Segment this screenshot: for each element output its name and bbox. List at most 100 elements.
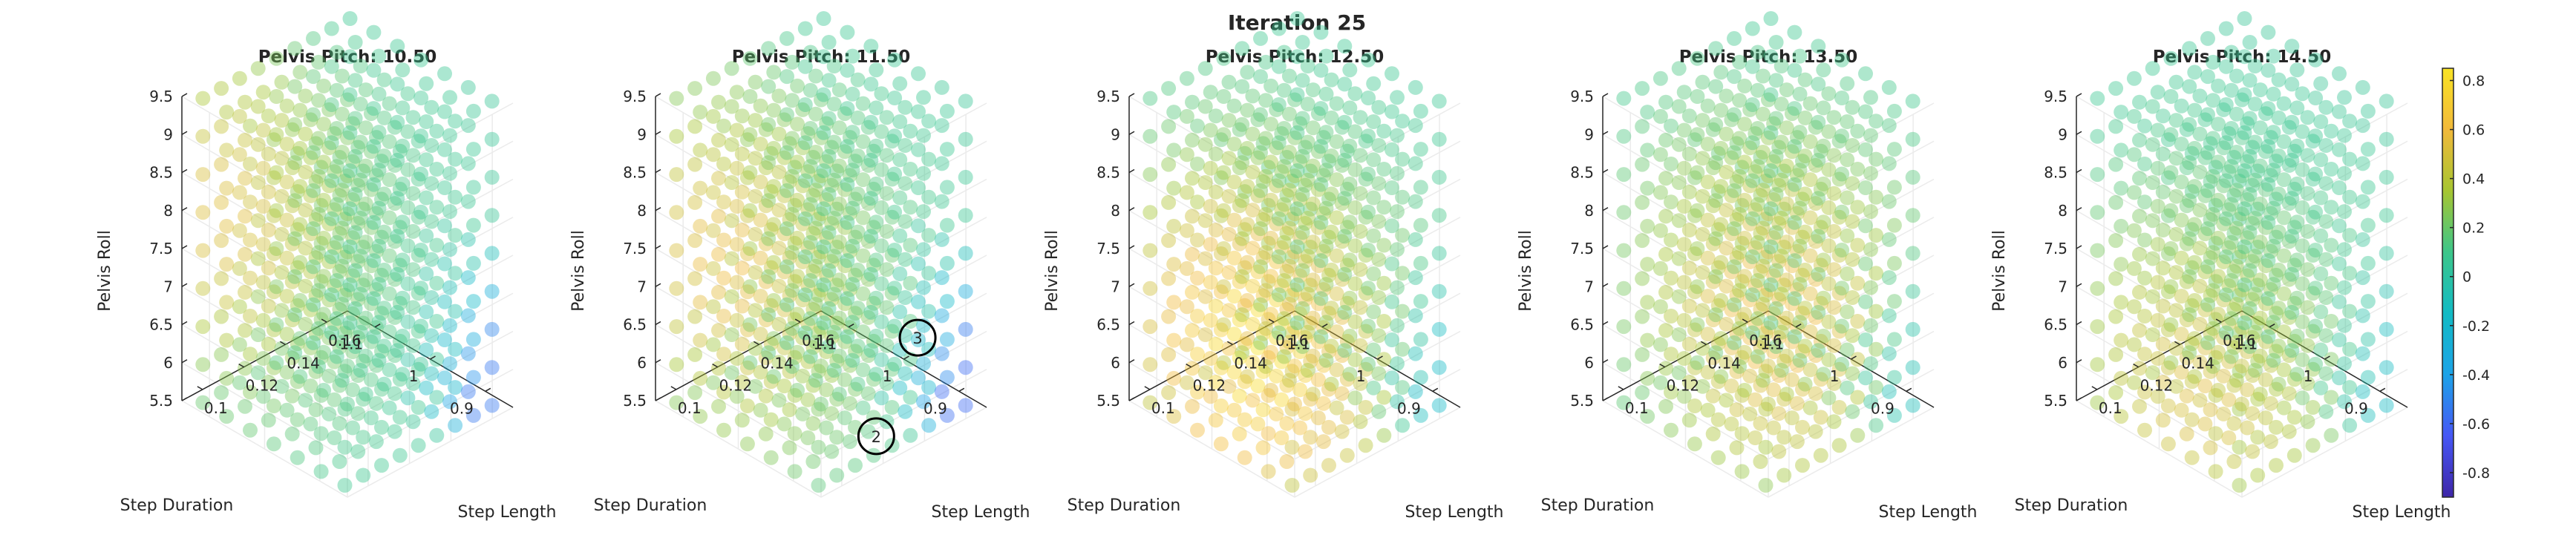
scatter-point bbox=[1324, 301, 1339, 316]
scatter-point bbox=[2295, 124, 2310, 140]
scatter-point bbox=[2126, 108, 2142, 124]
scatter-point bbox=[1886, 180, 1902, 195]
scatter-point bbox=[2237, 87, 2252, 102]
scatter-point bbox=[1279, 340, 1295, 355]
scatter-point bbox=[2150, 389, 2165, 404]
scatter-point bbox=[1831, 324, 1847, 339]
scatter-point bbox=[1274, 164, 1289, 180]
scatter-point bbox=[2286, 295, 2302, 311]
scatter-point bbox=[1748, 164, 1763, 180]
scatter-point bbox=[850, 110, 866, 125]
scatter-point bbox=[1811, 343, 1826, 358]
scatter-point bbox=[898, 214, 913, 229]
scatter-point bbox=[766, 255, 782, 270]
scatter-point bbox=[374, 267, 389, 283]
scatter-point bbox=[1376, 314, 1392, 329]
scatter-point bbox=[1802, 400, 1818, 416]
scatter-point bbox=[1732, 168, 1748, 184]
scatter-point bbox=[795, 102, 811, 117]
scatter-point bbox=[2332, 142, 2347, 157]
scatter-point bbox=[392, 257, 408, 273]
scatter-point bbox=[1303, 392, 1318, 407]
scatter-point bbox=[724, 61, 739, 76]
scatter-point bbox=[1776, 315, 1792, 331]
scatter-point bbox=[484, 283, 500, 299]
scatter-point bbox=[1274, 202, 1289, 217]
scatter-point bbox=[269, 203, 284, 218]
scatter-point bbox=[424, 176, 439, 191]
scatter-point bbox=[1431, 283, 1447, 299]
z-tick-label: 9 bbox=[2058, 125, 2067, 143]
scatter-point bbox=[298, 164, 313, 180]
scatter-point bbox=[724, 365, 739, 381]
scatter-point bbox=[748, 265, 763, 280]
scatter-point bbox=[1240, 369, 1255, 384]
scatter-point bbox=[358, 82, 373, 98]
scatter-point bbox=[1831, 209, 1847, 225]
scatter-point bbox=[2229, 297, 2244, 312]
scatter-point bbox=[821, 73, 837, 88]
scatter-point bbox=[1271, 97, 1287, 112]
scatter-point bbox=[1869, 303, 1884, 319]
scatter-point bbox=[2305, 209, 2321, 225]
scatter-point bbox=[1274, 430, 1289, 445]
scatter-point bbox=[1376, 275, 1392, 291]
scatter-point bbox=[1253, 30, 1268, 46]
scatter-point bbox=[848, 344, 863, 359]
scatter-point bbox=[1315, 434, 1331, 450]
scatter-point bbox=[1700, 326, 1716, 342]
scatter-point bbox=[1305, 82, 1321, 98]
x-tick-labels: 0.10.120.140.16 bbox=[1144, 318, 1309, 417]
scatter-point bbox=[1779, 272, 1794, 288]
scatter-point bbox=[805, 340, 821, 355]
scatter-point bbox=[892, 342, 908, 358]
scatter-point bbox=[332, 188, 347, 203]
z-tick-label: 6 bbox=[163, 354, 173, 372]
scatter-point bbox=[1724, 150, 1739, 165]
scatter-point bbox=[734, 413, 750, 428]
scatter-point bbox=[785, 168, 800, 184]
scatter-point bbox=[779, 30, 794, 46]
scatter-point bbox=[1795, 191, 1810, 207]
scatter-point bbox=[739, 360, 755, 375]
scatter-point bbox=[2197, 340, 2213, 355]
scatter-point bbox=[419, 76, 434, 91]
scatter-point bbox=[460, 194, 476, 209]
scatter-point bbox=[705, 299, 721, 315]
scatter-point bbox=[1271, 21, 1287, 36]
scatter-point bbox=[238, 323, 252, 338]
scatter-point bbox=[1310, 144, 1326, 160]
scatter-point bbox=[405, 148, 421, 163]
scatter-point bbox=[2206, 206, 2221, 222]
scatter-point bbox=[1881, 384, 1897, 399]
scatter-point bbox=[766, 217, 782, 232]
scatter-point bbox=[766, 179, 782, 194]
scatter-point bbox=[753, 98, 768, 114]
scatter-point bbox=[1431, 169, 1447, 185]
scatter-point bbox=[274, 378, 290, 394]
z-tick-label: 7.5 bbox=[149, 240, 173, 257]
scatter-point bbox=[2260, 177, 2276, 192]
scatter-point bbox=[2150, 122, 2165, 138]
scatter-point bbox=[332, 454, 347, 469]
scatter-point bbox=[2182, 116, 2197, 132]
scatter-point bbox=[2187, 369, 2203, 384]
scatter-point bbox=[1616, 357, 1632, 372]
scatter-point bbox=[2355, 346, 2370, 361]
scatter-point bbox=[424, 290, 439, 305]
scatter-point bbox=[1353, 375, 1368, 391]
scatter-point bbox=[816, 87, 831, 102]
scatter-point bbox=[1687, 208, 1702, 223]
scatter-point bbox=[308, 211, 324, 227]
scatter-point bbox=[1310, 334, 1326, 349]
scatter-point bbox=[395, 176, 411, 191]
scatter-point bbox=[824, 177, 840, 193]
scatter-point bbox=[837, 372, 852, 387]
scatter-point bbox=[2114, 409, 2129, 424]
scatter-point bbox=[321, 406, 337, 421]
scatter-point bbox=[419, 152, 434, 168]
scatter-point bbox=[1245, 355, 1261, 370]
scatter-point bbox=[845, 86, 860, 102]
scatter-point bbox=[2226, 416, 2242, 431]
scatter-point bbox=[1834, 91, 1850, 105]
